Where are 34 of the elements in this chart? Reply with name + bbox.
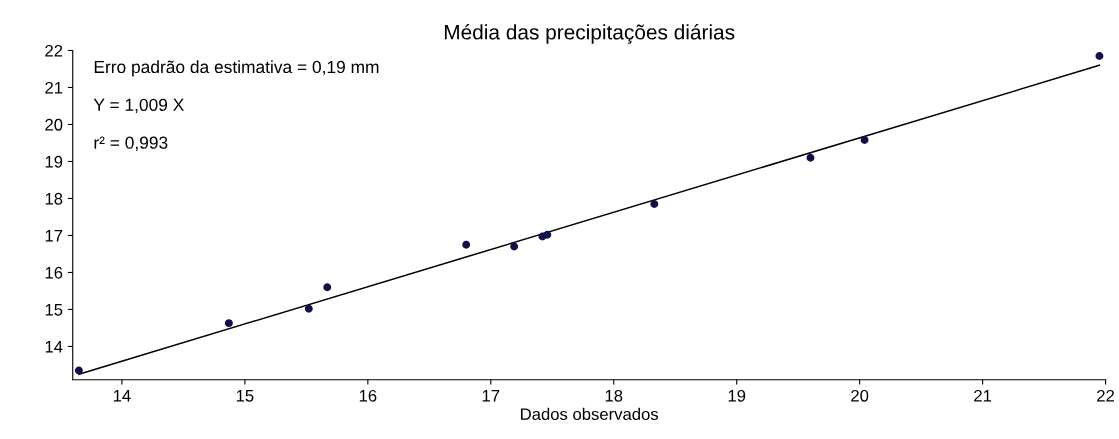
x-tick-label: 15 [236,390,254,402]
point [1095,52,1104,60]
x-tick-label: 19 [728,389,746,402]
point [74,366,83,375]
y-tick-label: 22 [45,44,63,57]
x-tick-label: 21 [974,389,992,402]
y-tick-label: 18 [45,192,63,205]
y-tick-label: 15 [45,304,63,316]
y-tick-label: 20 [45,118,63,131]
point [224,319,233,328]
x-tick-label: 14 [113,390,131,402]
y-tick-label: 16 [45,266,63,279]
x-axis-title: Dados observados [521,407,659,421]
chart-title: Média das precipitações diárias [444,24,735,44]
point [323,283,332,292]
annotation: r² = 0,993 [94,136,168,151]
point [510,242,519,251]
annotation: Y = 1,009 X [93,98,184,114]
point [462,240,471,249]
y-tick-label: 14 [45,341,63,353]
point [806,153,815,162]
x-tick-label: 17 [482,390,500,402]
y-tick-label: 21 [45,81,63,94]
x-tick-label: 20 [851,389,869,402]
y-tick-label: 17 [45,230,63,242]
point [304,304,313,313]
x-tick-label: 22 [1097,389,1115,402]
x-tick-label: 18 [605,389,623,402]
point [543,230,552,239]
x-tick-label: 16 [359,389,377,402]
y-tick-label: 19 [45,155,63,168]
annotation: Erro padrão da estimativa = 0,19 mm [94,60,379,77]
point [860,136,869,144]
point [650,200,659,208]
